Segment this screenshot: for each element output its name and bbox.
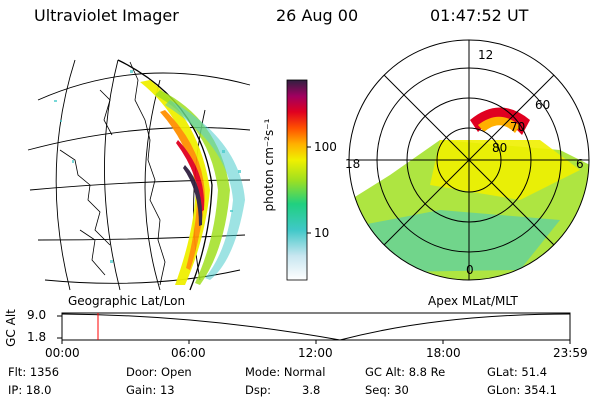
x-tick-0000: 00:00 bbox=[45, 346, 80, 360]
geographic-label: Geographic Lat/Lon bbox=[68, 294, 186, 308]
x-tick-2359: 23:59 bbox=[553, 346, 588, 360]
mlt-label-6: 6 bbox=[576, 157, 584, 171]
colorbar-tick-100: 100 bbox=[314, 140, 337, 154]
colorbar bbox=[286, 79, 311, 281]
geo-lon: GLon: 354.1 bbox=[487, 383, 557, 397]
gc-alt-value: GC Alt: 8.8 Re bbox=[365, 365, 446, 379]
door-status: Door: Open bbox=[126, 365, 192, 379]
mlt-label-18: 18 bbox=[345, 157, 361, 171]
mlat-label-70: 70 bbox=[510, 120, 526, 134]
x-tick-0600: 06:00 bbox=[171, 346, 206, 360]
mlat-label-60: 60 bbox=[535, 98, 551, 112]
mlat-label-80: 80 bbox=[492, 141, 508, 155]
date-label: 26 Aug 00 bbox=[276, 6, 359, 25]
colorbar-unit-label: photon cm⁻²s⁻¹ bbox=[262, 118, 276, 212]
mlt-label-12: 12 bbox=[478, 48, 494, 62]
flight-number: Flt: 1356 bbox=[8, 365, 60, 379]
gc-alt-max: 9.0 bbox=[27, 308, 47, 322]
apex-label: Apex MLat/MLT bbox=[428, 294, 518, 308]
geo-lat: GLat: 51.4 bbox=[487, 365, 548, 379]
dsp-value: 3.8 bbox=[302, 383, 321, 397]
altitude-plot bbox=[57, 312, 571, 344]
geographic-image bbox=[27, 59, 251, 291]
x-tick-1800: 18:00 bbox=[426, 346, 461, 360]
colorbar-tick-10: 10 bbox=[314, 226, 330, 240]
gc-alt-axis-label: GC Alt bbox=[4, 309, 18, 347]
x-tick-1200: 12:00 bbox=[298, 346, 333, 360]
ip-value: IP: 18.0 bbox=[8, 383, 52, 397]
instrument-title: Ultraviolet Imager bbox=[34, 6, 179, 25]
gc-alt-min: 1.8 bbox=[27, 330, 47, 344]
polar-plot bbox=[348, 39, 590, 281]
mode-value: Mode: Normal bbox=[245, 365, 326, 379]
dsp-label: Dsp: bbox=[245, 383, 272, 397]
gain-value: Gain: 13 bbox=[126, 383, 175, 397]
mlt-label-0: 0 bbox=[466, 263, 474, 277]
sequence-value: Seq: 30 bbox=[365, 383, 409, 397]
time-label: 01:47:52 UT bbox=[430, 6, 529, 25]
